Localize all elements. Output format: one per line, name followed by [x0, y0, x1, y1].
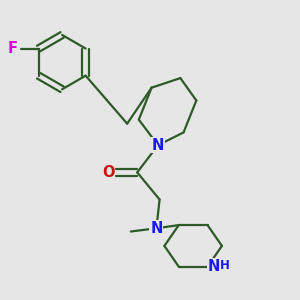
Text: N: N [208, 259, 220, 274]
Text: N: N [150, 221, 163, 236]
Text: N: N [152, 138, 164, 153]
Text: O: O [102, 165, 115, 180]
Text: H: H [220, 259, 230, 272]
Text: F: F [8, 41, 18, 56]
